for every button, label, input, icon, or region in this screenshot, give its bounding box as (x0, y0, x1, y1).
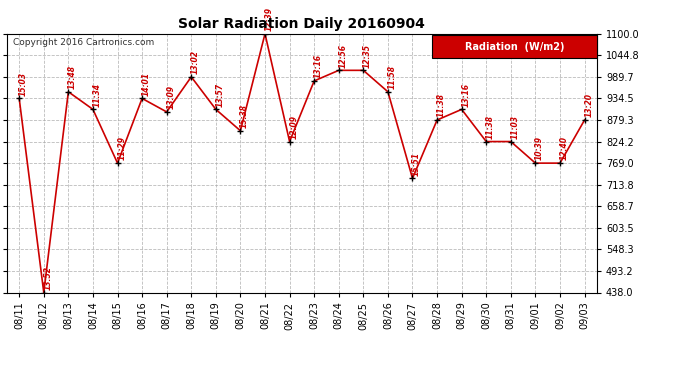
Text: 13:16: 13:16 (314, 54, 323, 78)
Text: 13:09: 13:09 (166, 85, 175, 109)
Text: Copyright 2016 Cartronics.com: Copyright 2016 Cartronics.com (13, 38, 154, 46)
Text: 11:34: 11:34 (92, 82, 101, 106)
Text: 12:56: 12:56 (338, 44, 347, 68)
Text: 13:52: 13:52 (43, 266, 52, 290)
Title: Solar Radiation Daily 20160904: Solar Radiation Daily 20160904 (179, 17, 425, 31)
Text: 12:39: 12:39 (265, 7, 274, 31)
Text: 13:57: 13:57 (215, 82, 224, 106)
Text: Radiation  (W/m2): Radiation (W/m2) (464, 42, 564, 52)
Text: 12:40: 12:40 (560, 136, 569, 160)
Text: 15:03: 15:03 (19, 72, 28, 96)
Text: 12:35: 12:35 (363, 44, 372, 68)
Text: 11:03: 11:03 (511, 115, 520, 139)
Text: 14:01: 14:01 (141, 72, 150, 96)
Text: 12:09: 12:09 (289, 115, 298, 139)
Text: 13:02: 13:02 (191, 50, 200, 74)
Text: 11:38: 11:38 (437, 93, 446, 117)
Text: 15:38: 15:38 (240, 104, 249, 128)
Text: 15:51: 15:51 (412, 152, 421, 176)
Text: 10:39: 10:39 (535, 136, 544, 160)
Text: 13:16: 13:16 (462, 82, 471, 106)
Text: 11:38: 11:38 (486, 115, 495, 139)
Text: 11:29: 11:29 (117, 136, 126, 160)
FancyBboxPatch shape (432, 35, 597, 58)
Text: 11:58: 11:58 (388, 65, 397, 89)
Text: 13:48: 13:48 (68, 65, 77, 89)
Text: 13:20: 13:20 (584, 93, 593, 117)
